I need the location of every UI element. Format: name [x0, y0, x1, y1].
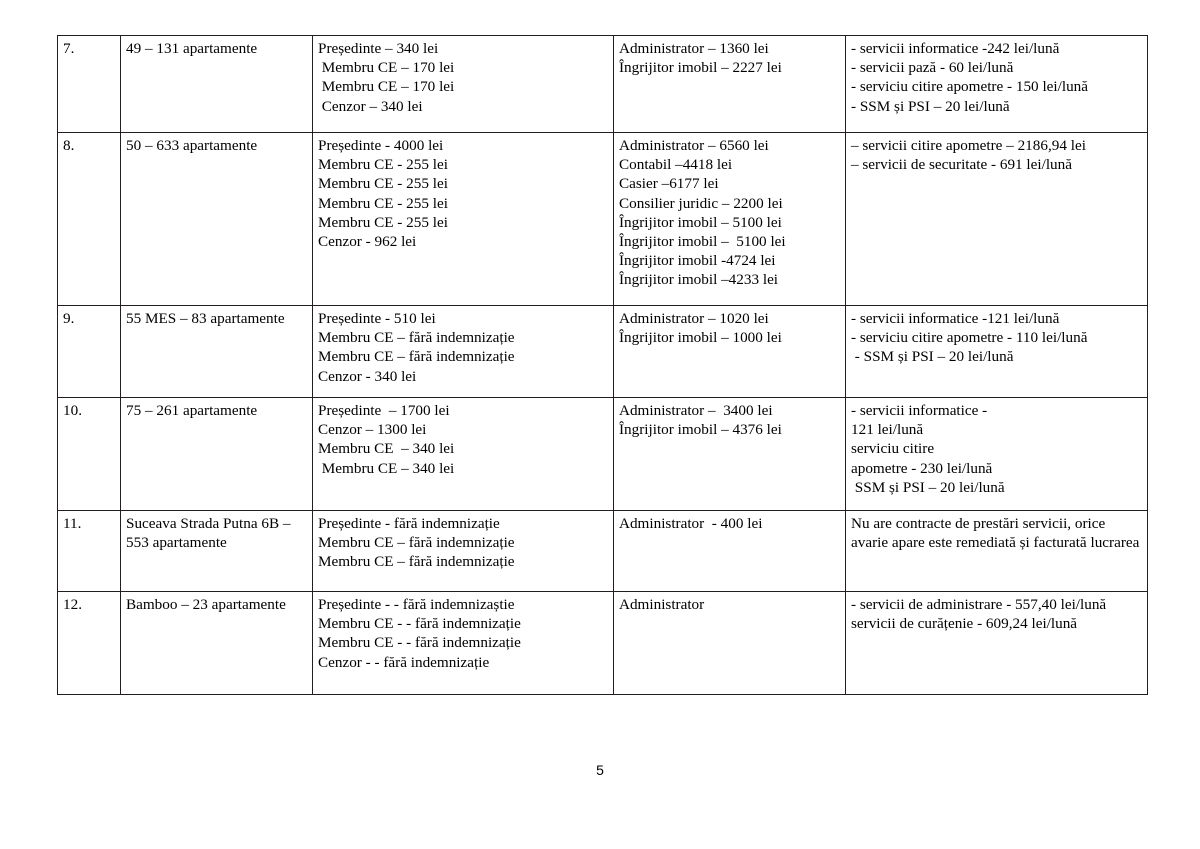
committee-text: Președinte - fără indemnizație Membru CE… [318, 515, 515, 571]
cell-row-number: 7. [57, 35, 121, 133]
services-text: - servicii de administrare - 557,40 lei/… [851, 596, 1107, 633]
row-number-text: 9. [63, 310, 75, 327]
table-row: 11. Suceava Strada Putna 6B – 553 aparta… [57, 510, 1148, 592]
committee-text: Președinte - 510 lei Membru CE – fără in… [318, 310, 515, 385]
association-text: 75 – 261 apartamente [126, 402, 258, 419]
row-number-text: 12. [63, 596, 82, 613]
staff-text: Administrator - 400 lei [619, 515, 763, 532]
table-row: 9. 55 MES – 83 apartamente Președinte - … [57, 305, 1148, 398]
cell-row-number: 11. [57, 510, 121, 592]
staff-text: Administrator – 1360 lei Îngrijitor imob… [619, 40, 782, 77]
association-text: 50 – 633 apartamente [126, 137, 258, 154]
cell-staff: Administrator – 1020 lei Îngrijitor imob… [613, 305, 846, 398]
staff-text: Administrator – 1020 lei Îngrijitor imob… [619, 310, 782, 347]
association-text: 49 – 131 apartamente [126, 40, 258, 57]
cell-row-number: 12. [57, 591, 121, 695]
cell-row-number: 8. [57, 132, 121, 306]
association-fees-table: 7. 49 – 131 apartamente Președinte – 340… [57, 35, 1148, 695]
table-row: 12. Bamboo – 23 apartamente Președinte -… [57, 591, 1148, 695]
cell-committee: Președinte – 340 lei Membru CE – 170 lei… [312, 35, 614, 133]
committee-text: Președinte - 4000 lei Membru CE - 255 le… [318, 137, 448, 251]
association-text: Suceava Strada Putna 6B – 553 apartament… [126, 515, 295, 552]
cell-row-number: 9. [57, 305, 121, 398]
table-body: 7. 49 – 131 apartamente Președinte – 340… [57, 35, 1148, 695]
cell-staff: Administrator – 1360 lei Îngrijitor imob… [613, 35, 846, 133]
cell-association: 75 – 261 apartamente [120, 397, 313, 511]
cell-association: Bamboo – 23 apartamente [120, 591, 313, 695]
table-row: 7. 49 – 131 apartamente Președinte – 340… [57, 35, 1148, 133]
services-text: - servicii informatice -242 lei/lună - s… [851, 40, 1089, 115]
cell-staff: Administrator - 400 lei [613, 510, 846, 592]
cell-row-number: 10. [57, 397, 121, 511]
cell-committee: Președinte – 1700 lei Cenzor – 1300 lei … [312, 397, 614, 511]
cell-association: 49 – 131 apartamente [120, 35, 313, 133]
committee-text: Președinte – 340 lei Membru CE – 170 lei… [318, 40, 455, 115]
committee-text: Președinte – 1700 lei Cenzor – 1300 lei … [318, 402, 455, 477]
association-text: Bamboo – 23 apartamente [126, 596, 286, 613]
cell-services: - servicii informatice - 121 lei/lună se… [845, 397, 1148, 511]
services-text: Nu are contracte de prestări servicii, o… [851, 515, 1140, 552]
cell-committee: Președinte - 510 lei Membru CE – fără in… [312, 305, 614, 398]
staff-text: Administrator – 6560 lei Contabil –4418 … [619, 137, 786, 289]
committee-text: Președinte - - fără indemnizaștie Membru… [318, 596, 521, 671]
staff-text: Administrator – 3400 lei Îngrijitor imob… [619, 402, 782, 439]
cell-staff: Administrator [613, 591, 846, 695]
cell-association: 55 MES – 83 apartamente [120, 305, 313, 398]
cell-services: – servicii citire apometre – 2186,94 lei… [845, 132, 1148, 306]
cell-committee: Președinte - 4000 lei Membru CE - 255 le… [312, 132, 614, 306]
association-text: 55 MES – 83 apartamente [126, 310, 285, 327]
table-row: 8. 50 – 633 apartamente Președinte - 400… [57, 132, 1148, 306]
cell-association: Suceava Strada Putna 6B – 553 apartament… [120, 510, 313, 592]
services-text: - servicii informatice - 121 lei/lună se… [851, 402, 1005, 496]
cell-services: - servicii informatice -242 lei/lună - s… [845, 35, 1148, 133]
services-text: – servicii citire apometre – 2186,94 lei… [851, 137, 1086, 174]
row-number-text: 10. [63, 402, 82, 419]
services-text: - servicii informatice -121 lei/lună - s… [851, 310, 1088, 366]
cell-committee: Președinte - - fără indemnizaștie Membru… [312, 591, 614, 695]
association-fees-table-wrapper: 7. 49 – 131 apartamente Președinte – 340… [57, 35, 1148, 695]
table-row: 10. 75 – 261 apartamente Președinte – 17… [57, 397, 1148, 511]
staff-text: Administrator [619, 596, 705, 613]
row-number-text: 8. [63, 137, 75, 154]
cell-committee: Președinte - fără indemnizație Membru CE… [312, 510, 614, 592]
page-number: 5 [596, 762, 604, 778]
cell-services: - servicii informatice -121 lei/lună - s… [845, 305, 1148, 398]
cell-services: - servicii de administrare - 557,40 lei/… [845, 591, 1148, 695]
cell-staff: Administrator – 6560 lei Contabil –4418 … [613, 132, 846, 306]
cell-association: 50 – 633 apartamente [120, 132, 313, 306]
cell-services: Nu are contracte de prestări servicii, o… [845, 510, 1148, 592]
row-number-text: 7. [63, 40, 75, 57]
row-number-text: 11. [63, 515, 82, 532]
cell-staff: Administrator – 3400 lei Îngrijitor imob… [613, 397, 846, 511]
